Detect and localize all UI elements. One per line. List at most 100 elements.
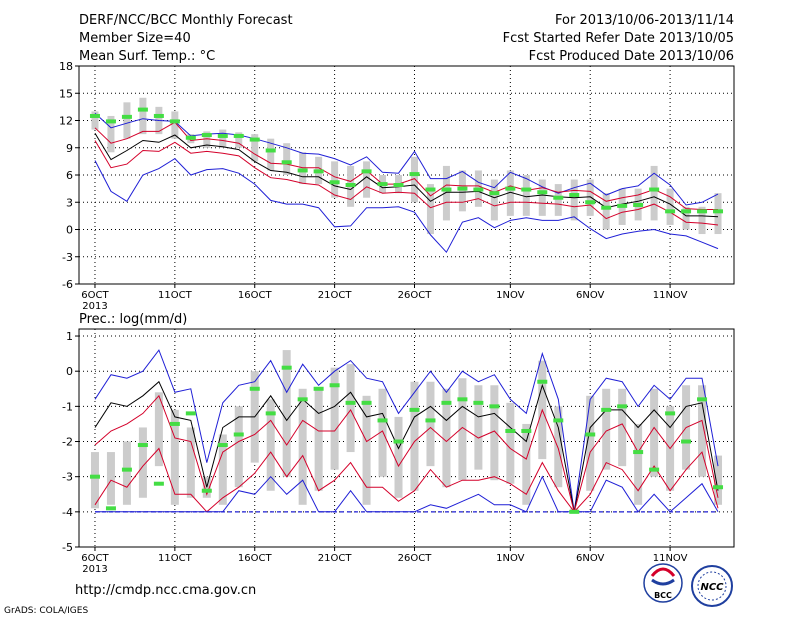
forecast-started-label: Fcst Started Refer Date 2013/10/05 (503, 31, 734, 46)
prec-obs-marker-40 (713, 485, 724, 490)
prec-obs-marker-4 (137, 443, 148, 448)
prec-box-15 (314, 388, 323, 491)
temp-box-23 (442, 165, 450, 221)
temp-obs-marker-25 (473, 187, 484, 192)
temp-box-31 (570, 179, 578, 221)
temp-obs-marker-20 (393, 182, 404, 187)
prec-box-14 (298, 388, 307, 505)
temp-ytick-label-0: -6 (62, 278, 73, 291)
temp-q1-line (94, 140, 719, 226)
temp-obs-marker-12 (265, 148, 276, 153)
temp-obs-marker-14 (297, 168, 308, 173)
prec-min-line (95, 475, 719, 513)
temp-obs-marker-34 (617, 203, 628, 208)
temp-obs-marker-2 (105, 119, 116, 124)
temp-obs-marker-37 (665, 209, 676, 214)
temp-box-36 (650, 165, 658, 221)
temp-box-10 (235, 132, 243, 148)
temp-obs-marker-40 (713, 209, 724, 214)
bcc-logo-text: BCC (654, 591, 672, 600)
prec-box-5 (154, 392, 163, 467)
prec-box-3 (122, 441, 131, 505)
temp-box-32 (586, 179, 594, 216)
prec-obs-marker-28 (521, 428, 532, 433)
prec-obs-marker-1 (89, 474, 100, 479)
temp-box-28 (522, 175, 530, 216)
temp-box-26 (490, 179, 498, 221)
ncc-logo: NCC (691, 565, 733, 607)
prec-xtick-label-5: 1NOV (496, 553, 525, 564)
temp-median-line (94, 132, 719, 218)
bcc-logo: BCC (643, 563, 683, 603)
temp-ytick-label-5: 9 (66, 142, 73, 155)
prec-obs-marker-13 (281, 365, 292, 370)
temp-box-16 (331, 161, 339, 198)
temp-obs-marker-21 (409, 172, 420, 177)
prec-obs-marker-27 (505, 428, 516, 433)
chart-title: DERF/NCC/BCC Monthly Forecast (79, 13, 293, 28)
temp-obs-marker-39 (697, 209, 708, 214)
temp-obs-marker-35 (633, 202, 644, 207)
member-size-label: Member Size=40 (79, 31, 191, 46)
prec-obs-marker-7 (185, 411, 196, 416)
temp-ytick-label-8: 18 (59, 60, 73, 73)
prec-ytick-label-3: -2 (62, 436, 73, 449)
temp-box-22 (426, 184, 434, 235)
prec-obs-marker-11 (249, 386, 260, 391)
temp-obs-marker-32 (585, 200, 596, 205)
temp-box-12 (267, 138, 275, 171)
prec-obs-marker-26 (489, 404, 500, 409)
temp-obs-marker-13 (281, 160, 292, 165)
temp-box-40 (714, 193, 722, 235)
source-url: http://cmdp.ncc.cma.gov.cn (75, 583, 256, 598)
prec-obs-marker-17 (345, 400, 356, 405)
temp-box-4 (139, 97, 147, 135)
prec-obs-marker-34 (617, 404, 628, 409)
prec-obs-marker-30 (553, 418, 564, 423)
prec-box-21 (410, 381, 419, 491)
prec-box-30 (554, 406, 563, 488)
prec-box-17 (346, 364, 355, 453)
forecast-produced-label: Fcst Produced Date 2013/10/06 (529, 49, 734, 64)
prec-obs-marker-24 (457, 397, 468, 402)
prec-ytick-label-1: -4 (62, 506, 73, 519)
temp-xtick-label-5: 1NOV (496, 290, 525, 301)
temp-xtick-label-2: 16OCT (238, 290, 273, 301)
prec-median-line (94, 380, 719, 512)
temp-obs-marker-10 (233, 133, 244, 138)
temp-max-line (94, 112, 719, 206)
prec-box-23 (442, 388, 451, 488)
prec-frame (78, 328, 735, 548)
prec-box-12 (266, 399, 275, 491)
prec-xtick-label-0: 6OCT (81, 553, 109, 564)
prec-obs-marker-39 (697, 397, 708, 402)
prec-ytick-label-4: -1 (62, 400, 73, 413)
prec-box-40 (714, 455, 723, 505)
prec-box-36 (650, 388, 659, 477)
temp-obs-marker-30 (553, 195, 564, 200)
prec-obs-marker-35 (633, 450, 644, 455)
temp-box-18 (363, 161, 371, 198)
temp-obs-marker-22 (425, 187, 436, 192)
temp-ytick-label-3: 3 (66, 196, 73, 209)
prec-obs-marker-10 (233, 432, 244, 437)
temp-obs-marker-5 (153, 113, 164, 118)
prec-box-32 (586, 395, 595, 491)
temp-box-29 (538, 179, 546, 216)
prec-obs-marker-20 (393, 439, 404, 444)
prec-box-22 (426, 381, 435, 467)
temp-box-13 (283, 143, 291, 175)
prec-obs-marker-25 (473, 400, 484, 405)
temp-box-21 (410, 156, 418, 203)
temp-box-24 (458, 170, 466, 212)
prec-box-16 (330, 367, 339, 470)
prec-box-39 (698, 385, 707, 477)
prec-box-19 (378, 388, 387, 477)
prec-xtick-label-3: 21OCT (318, 553, 353, 564)
prec-obs-marker-9 (217, 443, 228, 448)
prec-q1-line (94, 447, 719, 513)
temp-xtick-label-4: 26OCT (398, 290, 433, 301)
temp-obs-marker-6 (169, 119, 180, 124)
temp-box-27 (506, 170, 514, 216)
